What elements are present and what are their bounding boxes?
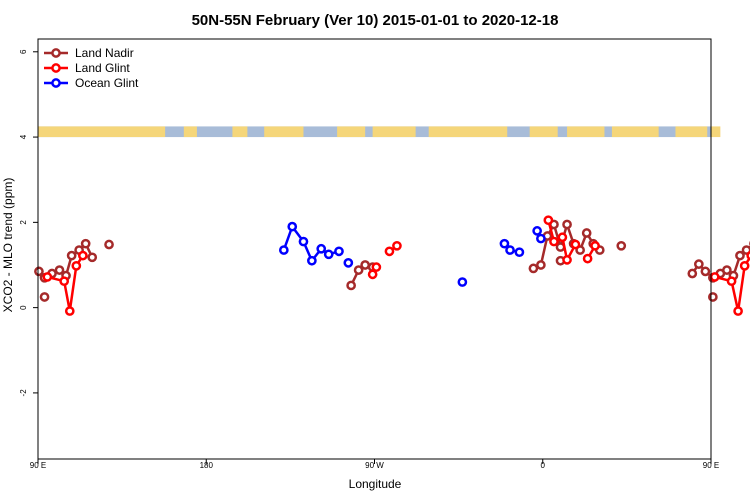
data-point bbox=[80, 238, 91, 249]
data-point bbox=[528, 263, 539, 274]
plot-frame bbox=[37, 38, 712, 460]
data-point bbox=[722, 265, 732, 275]
data-point bbox=[536, 260, 546, 270]
data-point bbox=[78, 250, 88, 261]
data-point bbox=[562, 255, 572, 265]
data-point bbox=[514, 247, 525, 258]
land-band-segment bbox=[675, 126, 708, 138]
land-band-segment bbox=[264, 126, 304, 138]
data-point bbox=[346, 280, 356, 291]
data-point bbox=[557, 232, 568, 243]
data-point bbox=[367, 269, 378, 280]
data-point bbox=[42, 272, 53, 282]
x-tick-label: 90 E bbox=[703, 461, 719, 470]
x-tick-label: 0 bbox=[541, 461, 546, 470]
data-point bbox=[590, 240, 600, 251]
land-band-segment bbox=[232, 126, 248, 138]
y-tick-label: 4 bbox=[19, 134, 28, 139]
y-tick-label: 6 bbox=[19, 49, 28, 54]
data-point bbox=[39, 292, 50, 302]
data-point bbox=[543, 215, 554, 226]
data-point bbox=[287, 221, 298, 232]
legend-label: Land Nadir bbox=[75, 46, 134, 60]
data-point bbox=[562, 219, 572, 230]
data-point bbox=[343, 258, 354, 268]
x-tick-label: 180 bbox=[200, 461, 214, 470]
series-land-nadir bbox=[34, 219, 750, 302]
land-band-segment bbox=[38, 126, 166, 138]
legend-marker bbox=[51, 78, 61, 88]
data-point bbox=[71, 260, 82, 271]
x-tick-label: 90 W bbox=[365, 461, 384, 470]
data-point bbox=[570, 239, 581, 250]
land-mask-band bbox=[38, 126, 721, 138]
data-point bbox=[66, 250, 77, 261]
data-point bbox=[334, 246, 344, 257]
data-point bbox=[739, 260, 750, 271]
data-point bbox=[353, 265, 364, 275]
data-point bbox=[371, 262, 382, 272]
data-point bbox=[582, 253, 593, 264]
data-point bbox=[735, 250, 745, 261]
data-point bbox=[549, 236, 559, 247]
data-point bbox=[104, 239, 114, 250]
x-tick-label: 90 E bbox=[30, 461, 46, 470]
data-point bbox=[708, 292, 718, 302]
y-tick-label: 2 bbox=[19, 220, 28, 225]
data-point bbox=[360, 260, 371, 270]
data-point bbox=[307, 255, 317, 266]
legend-label: Land Glint bbox=[75, 61, 130, 75]
data-point bbox=[298, 236, 309, 247]
data-point bbox=[59, 276, 70, 287]
data-point bbox=[499, 238, 510, 249]
data-point bbox=[505, 245, 515, 255]
y-tick-label: -2 bbox=[19, 389, 28, 397]
data-point bbox=[726, 276, 737, 287]
data-point bbox=[536, 233, 546, 244]
land-band-segment bbox=[337, 126, 366, 138]
data-point bbox=[87, 252, 98, 263]
data-point bbox=[709, 272, 720, 282]
legend-label: Ocean Glint bbox=[75, 76, 139, 90]
series-ocean-glint bbox=[278, 221, 546, 287]
land-band-segment bbox=[372, 126, 416, 138]
data-point bbox=[34, 266, 44, 277]
land-band-segment bbox=[428, 126, 508, 138]
y-axis: -2 0 2 4 6 bbox=[19, 49, 38, 396]
data-point bbox=[54, 265, 65, 275]
data-point bbox=[64, 306, 75, 316]
x-axis-label: Longitude bbox=[349, 477, 402, 491]
data-point bbox=[323, 249, 334, 260]
land-band-segment bbox=[183, 126, 197, 138]
chart-title: 50N-55N February (Ver 10) 2015-01-01 to … bbox=[192, 12, 559, 29]
land-band-segment bbox=[711, 126, 721, 138]
plot-series bbox=[34, 215, 750, 316]
land-band-segment bbox=[567, 126, 605, 138]
data-point bbox=[316, 243, 327, 254]
data-point bbox=[532, 226, 542, 236]
data-point bbox=[392, 240, 402, 251]
series-land-glint bbox=[42, 215, 750, 316]
data-point bbox=[693, 259, 704, 269]
legend-marker bbox=[51, 63, 61, 73]
legend-marker bbox=[51, 48, 61, 58]
data-point bbox=[733, 306, 743, 316]
land-band-segment bbox=[529, 126, 558, 138]
data-point bbox=[616, 240, 627, 251]
y-tick-label: 0 bbox=[19, 305, 28, 310]
data-point bbox=[457, 277, 468, 287]
data-point bbox=[384, 246, 395, 257]
data-point bbox=[581, 228, 592, 238]
data-point bbox=[687, 268, 698, 279]
data-point bbox=[278, 245, 289, 255]
data-point bbox=[746, 250, 750, 261]
land-band-segment bbox=[611, 126, 659, 138]
data-point bbox=[700, 266, 711, 277]
x-axis: 90 E 180 90 W 0 90 E bbox=[30, 459, 719, 470]
y-axis-label: XCO2 - MLO trend (ppm) bbox=[1, 178, 15, 313]
